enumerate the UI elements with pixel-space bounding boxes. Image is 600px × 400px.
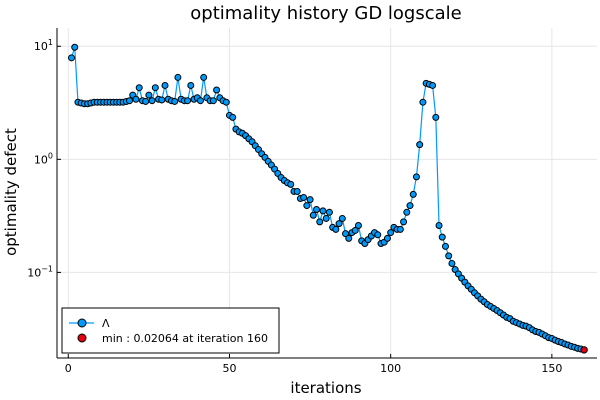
series-point — [406, 202, 414, 210]
axes — [56, 28, 597, 359]
x-tick-label: 100 — [380, 362, 401, 375]
series-point — [209, 97, 217, 105]
series-point — [174, 73, 182, 81]
series-point — [351, 226, 359, 234]
x-ticks: 0 50 100 150 — [65, 354, 562, 375]
series-point — [145, 91, 153, 99]
series-point — [403, 208, 411, 216]
x-axis-label: iterations — [290, 379, 361, 397]
y-tick-label: 101 — [34, 38, 53, 53]
y-tick-label: 10−1 — [27, 264, 53, 279]
series-point — [229, 113, 237, 121]
series-point — [132, 95, 140, 103]
legend-min-swatch — [77, 333, 87, 343]
series-point — [354, 221, 362, 229]
series-point — [161, 81, 169, 89]
y-ticks: 101 100 10−1 — [27, 38, 61, 279]
series-point — [151, 84, 159, 92]
series-point — [448, 259, 456, 267]
series-point — [325, 208, 333, 216]
series-point — [287, 180, 295, 188]
series-point — [293, 187, 301, 195]
series-point — [335, 220, 343, 228]
series-point — [332, 225, 340, 233]
series-point — [400, 218, 408, 226]
series-point — [319, 207, 327, 215]
series-point — [306, 196, 314, 204]
y-axis-label: optimality defect — [2, 128, 20, 256]
series-point — [438, 233, 446, 241]
series-point — [396, 225, 404, 233]
series-point — [416, 141, 424, 149]
series-point — [158, 96, 166, 104]
series-point — [313, 205, 321, 213]
min-point — [580, 346, 588, 354]
grid — [57, 28, 597, 358]
series-point — [135, 84, 143, 92]
series-point — [412, 173, 420, 181]
legend-marker-swatch — [77, 318, 87, 328]
series-point — [222, 98, 230, 106]
series-point — [303, 202, 311, 210]
series-point — [187, 81, 195, 89]
series-point — [71, 43, 79, 51]
series-point — [419, 98, 427, 106]
legend-box — [61, 307, 280, 354]
series-point — [184, 97, 192, 105]
series-point — [342, 230, 350, 238]
series-point — [142, 97, 150, 105]
series-point — [196, 97, 204, 105]
series-point — [383, 234, 391, 242]
series-point — [126, 97, 134, 105]
series-point — [200, 73, 208, 81]
series-point — [300, 193, 308, 201]
series-point — [387, 229, 395, 237]
series-point — [345, 234, 353, 242]
series-point — [409, 190, 417, 198]
series-layer — [68, 43, 588, 354]
chart-title: optimality history GD logscale — [190, 3, 461, 24]
series-point — [374, 231, 382, 239]
y-tick-label: 100 — [34, 151, 53, 166]
x-tick-label: 50 — [222, 362, 236, 375]
series-point — [148, 97, 156, 105]
series-point — [435, 221, 443, 229]
legend-label-series: Λ — [102, 317, 110, 330]
legend: Λ min : 0.02064 at iteration 160 — [61, 307, 280, 354]
series-point — [432, 113, 440, 121]
series-point — [171, 97, 179, 105]
x-tick-label: 0 — [65, 362, 72, 375]
series-point — [441, 242, 449, 250]
series-point — [213, 86, 221, 94]
series-point — [68, 54, 76, 62]
legend-label-min: min : 0.02064 at iteration 160 — [102, 332, 268, 345]
series-point — [429, 81, 437, 89]
series-point — [309, 211, 317, 219]
series-point — [316, 218, 324, 226]
series-point — [338, 214, 346, 222]
series-point — [445, 252, 453, 260]
x-tick-label: 150 — [541, 362, 562, 375]
series-point — [322, 214, 330, 222]
